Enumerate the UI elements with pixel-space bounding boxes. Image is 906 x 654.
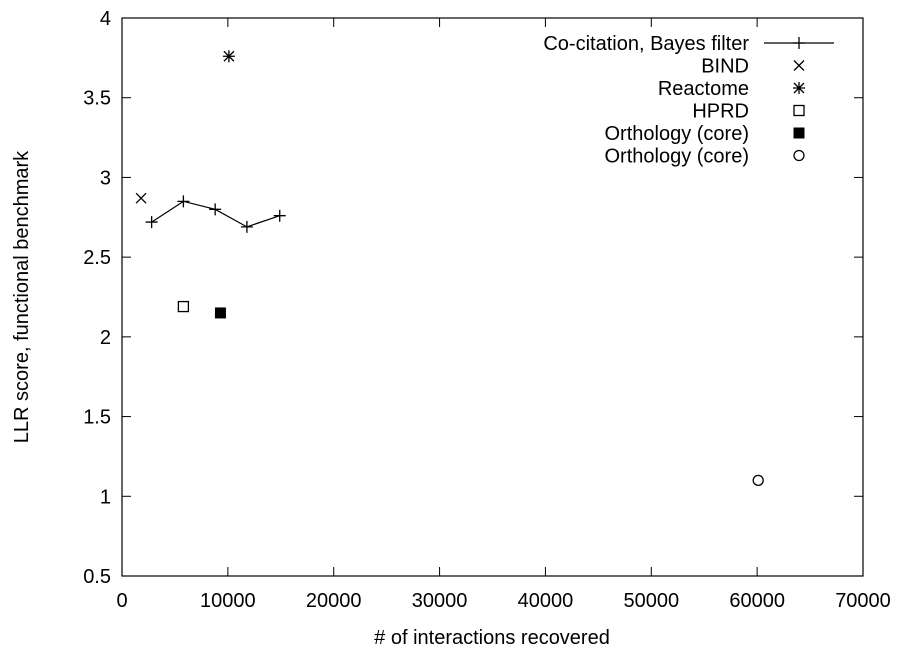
- legend-marker: [793, 149, 805, 162]
- x-tick-label: 20000: [306, 590, 362, 612]
- data-point: [177, 300, 190, 313]
- y-tick-label: 0.5: [83, 566, 111, 588]
- data-point: [177, 195, 190, 208]
- y-tick-label: 1.5: [83, 407, 111, 429]
- x-tick-label: 0: [116, 590, 127, 612]
- legend-label: BIND: [701, 56, 749, 78]
- y-tick-label: 2: [100, 327, 111, 349]
- data-point: [240, 220, 253, 233]
- series: [135, 192, 147, 204]
- legend-marker: [793, 60, 805, 71]
- y-tick-label: 4: [100, 8, 111, 30]
- x-tick-label: 40000: [518, 590, 574, 612]
- y-tick-label: 1: [100, 486, 111, 508]
- legend-label: Orthology (core): [605, 146, 750, 168]
- data-point: [214, 307, 226, 319]
- y-axis-label: LLR score, functional benchmark: [11, 150, 33, 443]
- x-axis-label: # of interactions recovered: [374, 627, 610, 649]
- legend-marker: [793, 37, 805, 49]
- series-layer: [135, 50, 764, 486]
- legend-marker: [793, 82, 805, 94]
- series: [222, 50, 235, 63]
- legend-label: Co-citation, Bayes filter: [543, 33, 749, 55]
- x-tick-label: 60000: [729, 590, 785, 612]
- x-tick-label: 50000: [623, 590, 679, 612]
- data-point: [135, 192, 147, 204]
- legend-marker: [793, 104, 805, 117]
- legend-marker: [793, 127, 805, 139]
- series: [145, 195, 286, 233]
- data-point: [209, 203, 222, 216]
- data-point: [145, 216, 158, 229]
- series: [214, 307, 226, 319]
- data-point: [222, 50, 235, 63]
- data-point: [273, 209, 286, 222]
- data-point: [752, 474, 764, 486]
- legend: Co-citation, Bayes filterBINDReactomeHPR…: [543, 33, 834, 168]
- x-tick-label: 30000: [412, 590, 468, 612]
- y-tick-label: 3: [100, 167, 111, 189]
- series: [177, 300, 190, 313]
- legend-label: Orthology (core): [605, 123, 750, 145]
- x-tick-label: 10000: [200, 590, 256, 612]
- x-tick-label: 70000: [835, 590, 891, 612]
- y-tick-label: 2.5: [83, 247, 111, 269]
- legend-label: HPRD: [692, 101, 749, 123]
- series: [752, 474, 764, 486]
- y-tick-label: 3.5: [83, 88, 111, 110]
- legend-label: Reactome: [658, 78, 749, 100]
- axes: 0 10000 20000 30000 40000 50000 60000 70000 0.5 1…: [83, 8, 891, 612]
- plot-frame: [121, 17, 864, 577]
